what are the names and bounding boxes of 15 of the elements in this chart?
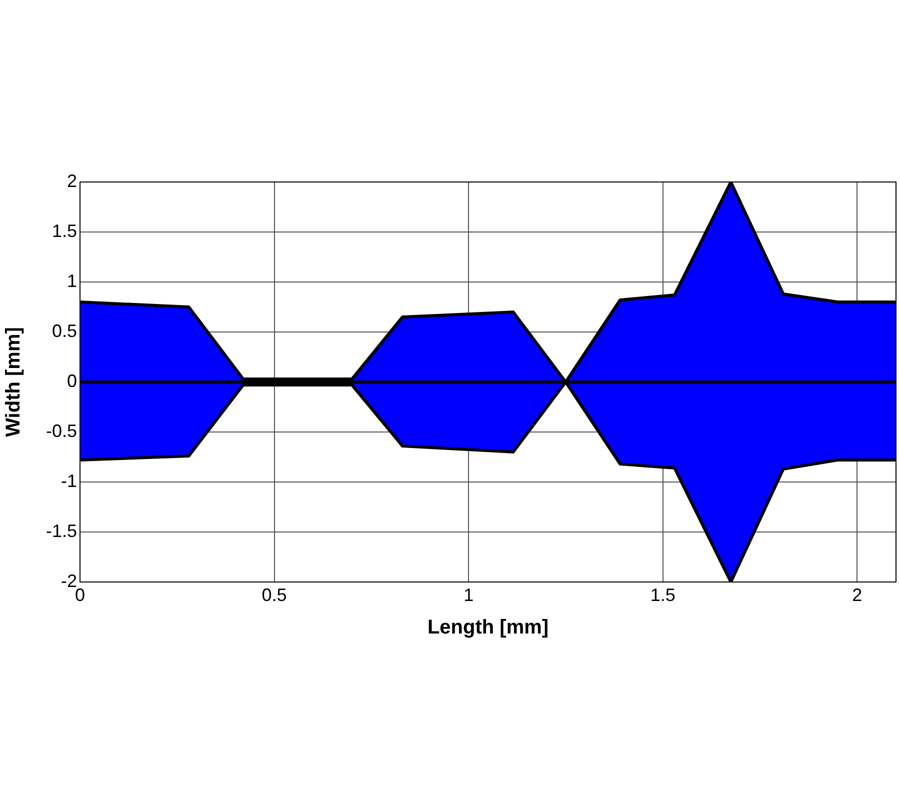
y-tick-label: 0.5 bbox=[52, 320, 77, 341]
y-tick-label: 2 bbox=[66, 170, 77, 191]
x-tick-label: 1 bbox=[464, 584, 474, 605]
y-tick-label: -0.5 bbox=[46, 420, 77, 441]
y-tick-label: 0 bbox=[66, 370, 77, 391]
y-tick-label: 1 bbox=[66, 270, 77, 291]
y-tick-label: -2 bbox=[60, 570, 77, 591]
x-tick-label: 1.5 bbox=[650, 584, 676, 605]
y-tick-label: -1.5 bbox=[46, 520, 77, 541]
x-tick-label: 2 bbox=[852, 584, 862, 605]
x-tick-label: 0.5 bbox=[262, 584, 287, 605]
y-tick-label: 1.5 bbox=[52, 220, 77, 241]
y-tick-label: -1 bbox=[60, 470, 77, 491]
y-axis-title: Width [mm] bbox=[2, 327, 25, 437]
x-axis-title: Length [mm] bbox=[427, 616, 549, 639]
